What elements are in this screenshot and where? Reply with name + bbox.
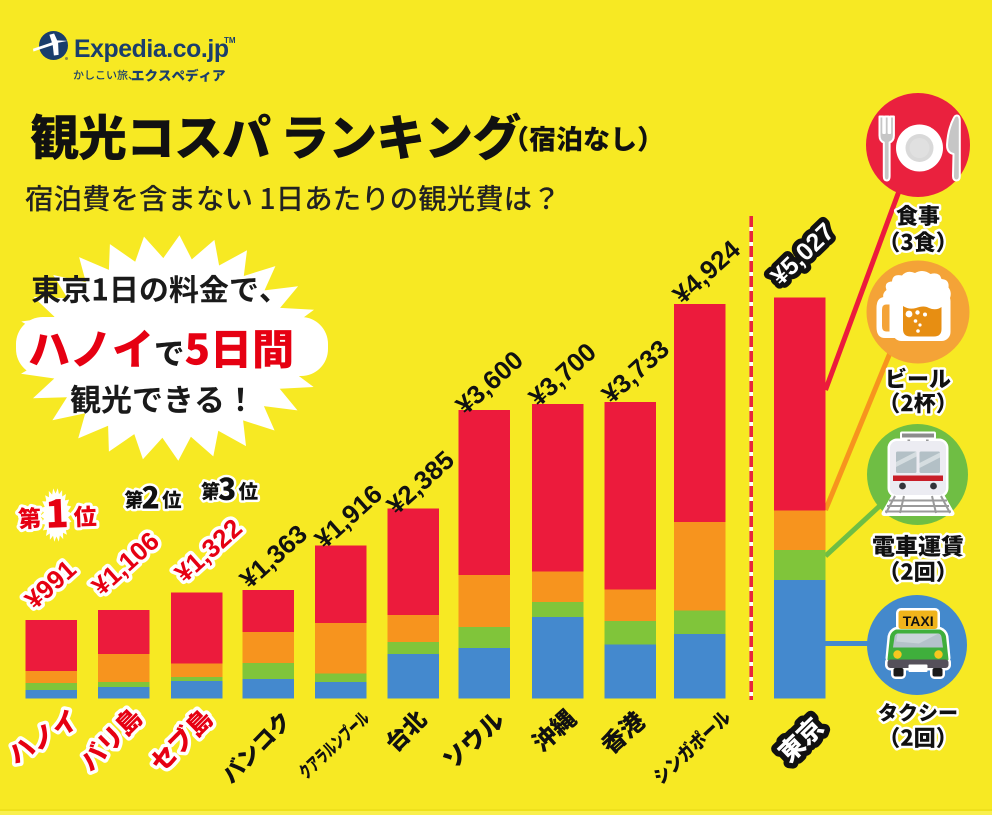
svg-text:TM: TM	[224, 36, 236, 45]
svg-text:Expedia.co.jp: Expedia.co.jp	[74, 36, 229, 63]
svg-text:TAXI: TAXI	[903, 613, 934, 629]
